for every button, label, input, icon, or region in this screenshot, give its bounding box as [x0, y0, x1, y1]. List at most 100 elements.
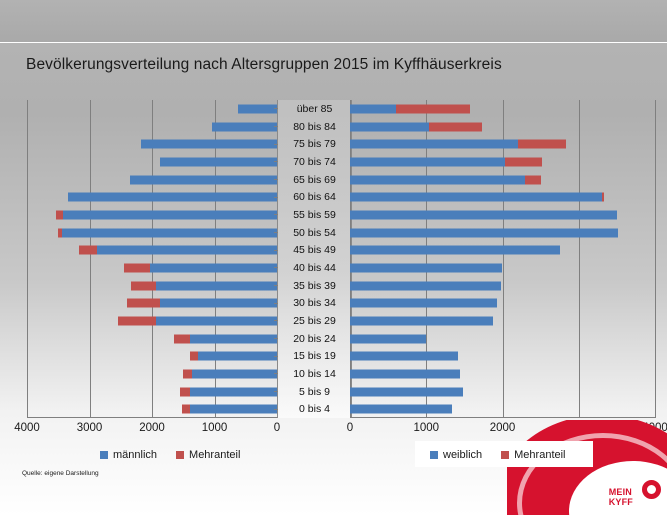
- bar-group[interactable]: [350, 139, 566, 149]
- bar-segment-primary[interactable]: [350, 298, 498, 308]
- bar-segment-primary[interactable]: [350, 316, 494, 326]
- bar-group[interactable]: [127, 298, 277, 308]
- bar-group[interactable]: [350, 157, 543, 167]
- bar-segment-surplus[interactable]: [55, 210, 64, 220]
- bar-group[interactable]: [78, 245, 277, 255]
- bar-segment-primary[interactable]: [350, 281, 501, 291]
- bar-segment-primary[interactable]: [350, 245, 560, 255]
- bar-segment-primary[interactable]: [67, 192, 277, 202]
- axis-tick: [274, 196, 278, 198]
- bar-segment-primary[interactable]: [350, 369, 460, 379]
- bar-group[interactable]: [180, 387, 277, 397]
- bar-segment-surplus[interactable]: [78, 245, 97, 255]
- bar-group[interactable]: [350, 210, 617, 220]
- bar-segment-primary[interactable]: [238, 104, 277, 114]
- bar-segment-surplus[interactable]: [504, 157, 543, 167]
- bar-group[interactable]: [350, 104, 471, 114]
- bar-segment-primary[interactable]: [350, 104, 396, 114]
- bar-segment-primary[interactable]: [189, 404, 277, 414]
- bar-group[interactable]: [58, 228, 277, 238]
- legend-item[interactable]: weiblich: [430, 449, 482, 461]
- bar-group[interactable]: [350, 298, 498, 308]
- bar-segment-primary[interactable]: [189, 334, 277, 344]
- bar-group[interactable]: [350, 122, 482, 131]
- bar-segment-primary[interactable]: [350, 387, 463, 397]
- bar-group[interactable]: [350, 192, 604, 202]
- bar-group[interactable]: [67, 192, 277, 202]
- bar-group[interactable]: [190, 351, 277, 361]
- bar-group[interactable]: [350, 281, 501, 291]
- bar-group[interactable]: [123, 263, 277, 273]
- bar-group[interactable]: [130, 175, 277, 185]
- bar-segment-primary[interactable]: [159, 157, 277, 167]
- bar-segment-primary[interactable]: [97, 245, 277, 255]
- bar-segment-primary[interactable]: [350, 157, 505, 167]
- bar-segment-surplus[interactable]: [180, 387, 190, 397]
- bar-segment-surplus[interactable]: [58, 228, 62, 238]
- bar-segment-primary[interactable]: [350, 175, 526, 185]
- bar-group[interactable]: [350, 387, 463, 397]
- bar-segment-primary[interactable]: [198, 351, 277, 361]
- bar-segment-primary[interactable]: [156, 281, 277, 291]
- bar-group[interactable]: [159, 157, 277, 167]
- bar-group[interactable]: [117, 316, 277, 326]
- bar-segment-surplus[interactable]: [183, 369, 192, 379]
- bar-group[interactable]: [350, 245, 560, 255]
- bar-group[interactable]: [238, 104, 277, 114]
- bar-group[interactable]: [350, 316, 494, 326]
- bar-group[interactable]: [350, 369, 460, 379]
- bar-segment-surplus[interactable]: [525, 175, 541, 185]
- bar-segment-primary[interactable]: [350, 351, 459, 361]
- bar-group[interactable]: [131, 281, 277, 291]
- bar-group[interactable]: [212, 122, 277, 131]
- bar-segment-primary[interactable]: [140, 139, 277, 149]
- bar-group[interactable]: [182, 404, 277, 414]
- bar-segment-surplus[interactable]: [117, 316, 157, 326]
- bar-group[interactable]: [350, 175, 541, 185]
- bar-segment-surplus[interactable]: [131, 281, 157, 291]
- bar-group[interactable]: [350, 404, 453, 414]
- bar-group[interactable]: [173, 334, 277, 344]
- bar-segment-primary[interactable]: [350, 210, 617, 220]
- legend-item[interactable]: männlich: [100, 449, 157, 461]
- bar-group[interactable]: [350, 351, 459, 361]
- bar-segment-primary[interactable]: [212, 122, 277, 131]
- bar-segment-surplus[interactable]: [395, 104, 471, 114]
- chart-row: [350, 277, 655, 295]
- bar-group[interactable]: [350, 334, 427, 344]
- bar-segment-primary[interactable]: [350, 122, 429, 131]
- bar-segment-surplus[interactable]: [601, 192, 604, 202]
- bar-segment-primary[interactable]: [156, 316, 277, 326]
- bar-segment-surplus[interactable]: [127, 298, 161, 308]
- bar-segment-primary[interactable]: [350, 263, 502, 273]
- bar-segment-primary[interactable]: [350, 139, 518, 149]
- bar-segment-surplus[interactable]: [517, 139, 566, 149]
- legend-item[interactable]: Mehranteil: [501, 449, 566, 461]
- category-label: 40 bis 44: [274, 259, 351, 277]
- bar-segment-surplus[interactable]: [173, 334, 190, 344]
- bar-group[interactable]: [55, 210, 277, 220]
- bar-segment-primary[interactable]: [189, 387, 277, 397]
- bar-segment-primary[interactable]: [130, 175, 277, 185]
- bar-group[interactable]: [140, 139, 277, 149]
- bar-segment-primary[interactable]: [160, 298, 277, 308]
- chart-row: [27, 365, 277, 383]
- bar-segment-surplus[interactable]: [428, 122, 482, 131]
- bar-group[interactable]: [350, 263, 502, 273]
- bar-group[interactable]: [350, 228, 618, 238]
- bar-segment-primary[interactable]: [350, 192, 602, 202]
- chart-row: [27, 241, 277, 259]
- legend-item[interactable]: Mehranteil: [176, 449, 240, 461]
- bar-segment-primary[interactable]: [62, 228, 277, 238]
- bar-segment-primary[interactable]: [63, 210, 277, 220]
- bar-group[interactable]: [183, 369, 277, 379]
- bar-segment-primary[interactable]: [192, 369, 277, 379]
- bar-segment-primary[interactable]: [350, 228, 618, 238]
- bar-segment-surplus[interactable]: [182, 404, 190, 414]
- bar-segment-surplus[interactable]: [123, 263, 151, 273]
- bar-segment-primary[interactable]: [150, 263, 277, 273]
- bar-segment-primary[interactable]: [350, 334, 427, 344]
- bar-segment-surplus[interactable]: [190, 351, 199, 361]
- bar-segment-primary[interactable]: [350, 404, 453, 414]
